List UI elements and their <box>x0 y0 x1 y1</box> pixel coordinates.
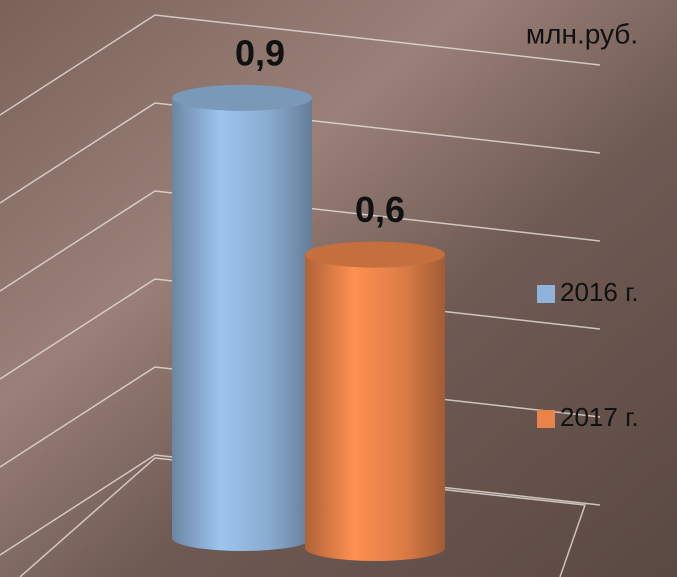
legend-label: 2017 г. <box>560 402 639 432</box>
grid-line <box>0 102 601 204</box>
grid-line <box>0 366 601 468</box>
unit-label: млн.руб. <box>526 18 638 49</box>
data-label: 0,6 <box>355 189 405 230</box>
bar-top <box>172 84 312 111</box>
grid-line <box>0 190 601 292</box>
grid-line <box>0 14 601 116</box>
legend-swatch <box>537 285 555 303</box>
bar <box>172 97 312 539</box>
data-label: 0,9 <box>235 32 285 73</box>
bar-top <box>305 241 445 268</box>
legend-label: 2016 г. <box>560 277 639 307</box>
grid-line <box>0 454 601 556</box>
legend-swatch <box>537 410 555 428</box>
grid-line <box>0 278 601 380</box>
bar <box>305 254 445 548</box>
